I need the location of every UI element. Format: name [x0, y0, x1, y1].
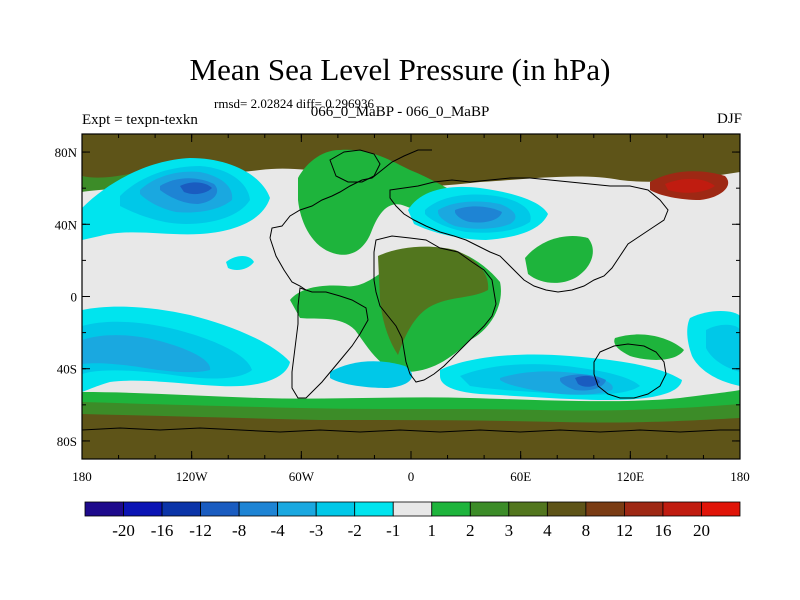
experiment-label: Expt = texpn-texkn [82, 112, 198, 128]
colorbar-label: -2 [348, 521, 362, 540]
coast-africa [373, 235, 497, 383]
colorbar-label: -1 [386, 521, 400, 540]
y-tick-label: 0 [71, 290, 78, 305]
colorbar-label: -4 [271, 521, 286, 540]
colorbar-label: -12 [189, 521, 212, 540]
colorbar: -20 -16 -12 -8 -4 -3 -2 -1 1 2 3 4 8 12 16 20 [84, 501, 741, 540]
field-asia-4 [455, 206, 502, 223]
colorbar-swatch [277, 501, 317, 517]
colorbar-swatch [84, 501, 124, 517]
x-tick-label: 120E [617, 469, 645, 484]
coast-greenland [329, 149, 381, 183]
colorbar-swatch [238, 501, 279, 517]
colorbar-swatch [701, 501, 741, 517]
colorbar-label: -20 [112, 521, 135, 540]
colorbar-swatch [431, 501, 471, 517]
colorbar-label: -16 [151, 521, 174, 540]
colorbar-label: 3 [505, 521, 514, 540]
x-tick-label: 60E [510, 469, 531, 484]
field-npac-5 [180, 182, 212, 195]
colorbar-swatch [508, 501, 548, 517]
field-siberia-high-inner [665, 178, 715, 193]
colorbar-label: 16 [654, 521, 671, 540]
coast-north-america [269, 149, 432, 291]
season-label: DJF [716, 111, 742, 127]
comparison-label: 066_0_MaBP - 066_0_MaBP [310, 104, 490, 120]
colorbar-label: 12 [616, 521, 633, 540]
colorbar-swatch [546, 501, 587, 517]
field-eastpac-2 [706, 324, 740, 372]
axes: 180 120W 60W 0 60E 120E 180 80N 40N 0 40S 80S [55, 134, 750, 484]
stats-label: rmsd= 2.02824 diff= 0.296936 [214, 96, 374, 111]
y-tick-label: 80N [55, 145, 78, 160]
field-atlantic-green [298, 149, 470, 255]
colorbar-label: 20 [693, 521, 710, 540]
x-tick-label: 120W [176, 469, 209, 484]
colorbar-label: -3 [309, 521, 323, 540]
chart-title: Mean Sea Level Pressure (in hPa) [189, 52, 611, 87]
field-npac-small [226, 256, 254, 270]
x-tick-label: 180 [72, 469, 92, 484]
field-sind-5 [575, 375, 600, 387]
colorbar-swatch [200, 501, 240, 517]
colorbar-label: 2 [466, 521, 475, 540]
field-spac-3 [82, 335, 211, 373]
coastlines [82, 149, 740, 433]
field-sind-green [614, 334, 684, 360]
x-tick-label: 0 [408, 469, 415, 484]
coast-antarctica [82, 427, 740, 433]
colorbar-label: 8 [582, 521, 591, 540]
y-tick-label: 40S [57, 362, 77, 377]
x-tick-label: 60W [289, 469, 315, 484]
colorbar-swatch [161, 501, 201, 517]
coast-south-america [291, 287, 369, 399]
y-tick-label: 40N [55, 217, 78, 232]
coast-eurasia [389, 177, 669, 293]
colorbar-swatch [662, 501, 702, 517]
field-layer [82, 134, 740, 459]
colorbar-label: 4 [543, 521, 552, 540]
field-asia-green [525, 236, 593, 283]
colorbar-swatch [469, 501, 510, 517]
colorbar-swatch [315, 501, 356, 517]
colorbar-swatch [585, 501, 625, 517]
coast-australia [593, 343, 667, 399]
colorbar-label: 1 [428, 521, 437, 540]
colorbar-label: -8 [232, 521, 246, 540]
colorbar-swatch [624, 501, 664, 517]
field-north-band [82, 134, 740, 187]
colorbar-swatch [123, 501, 163, 517]
x-tick-label: 180 [730, 469, 750, 484]
colorbar-swatch [354, 501, 394, 517]
field-satl-cyan [330, 361, 413, 388]
field-africa-olive [378, 246, 489, 355]
y-tick-label: 80S [57, 434, 77, 449]
colorbar-swatch [392, 501, 433, 517]
field-south-brown [82, 414, 740, 459]
